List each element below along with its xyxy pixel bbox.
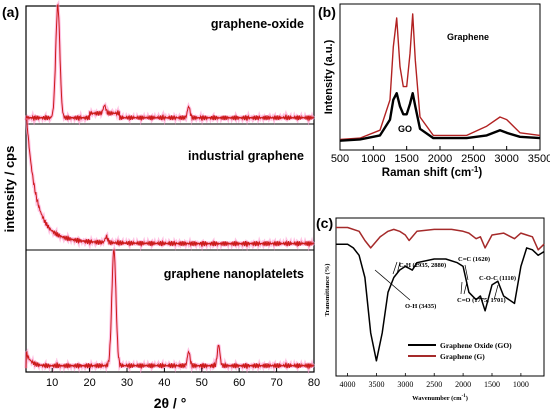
- panel-b-letter: (b): [318, 4, 336, 20]
- a-xtick-label-6: 70: [270, 377, 282, 389]
- ftir-line-0: [336, 243, 545, 362]
- oh-leader: [374, 269, 411, 301]
- xrd-line-0: [25, 3, 315, 122]
- xrd-line-1: [26, 119, 315, 248]
- b-xtick-label-3: 2000: [428, 153, 452, 165]
- raman-line-0: [339, 13, 541, 141]
- b-xtick-label-1: 1000: [361, 153, 385, 165]
- panel-c-ftir: C-H (2935, 2880) C=C (1620) C-O-C (1110)…: [324, 217, 545, 402]
- ann-cc: C=C (1620): [458, 256, 490, 263]
- a-xtick-label-0: 10: [46, 377, 58, 389]
- b-xtick-label-4: 2500: [461, 153, 485, 165]
- legend-go-label: Graphene Oxide (GO): [440, 341, 512, 350]
- co-leader-1: [460, 281, 463, 295]
- ftir-annotations: C-H (2935, 2880) C=C (1620) C-O-C (1110)…: [374, 256, 516, 310]
- panel-c-frame: [335, 217, 545, 377]
- panel-c-letter: (c): [316, 215, 333, 231]
- panel-c-x-label: Wavenumber (cm-1): [412, 394, 468, 402]
- panel-c-x-ticks: 4000 3500 3000 2500 2000 1500 1000: [340, 373, 529, 389]
- raman-label-graphene: Graphene: [447, 32, 489, 42]
- xrd-label-industrial-graphene: industrial graphene: [188, 149, 304, 163]
- raman-curves: [339, 13, 541, 142]
- c-xtick-label-5: 1500: [484, 380, 500, 389]
- a-xtick-label-2: 30: [121, 377, 133, 389]
- a-xtick-label-1: 20: [83, 377, 95, 389]
- a-xtick-label-4: 50: [196, 377, 208, 389]
- xrd-curves: [24, 0, 315, 375]
- panel-a-x-label: 2θ / °: [154, 395, 187, 411]
- ch-leader-2: [396, 261, 401, 275]
- c-xtick-label-0: 4000: [340, 380, 356, 389]
- xrd-label-graphene-oxide: graphene-oxide: [211, 17, 304, 31]
- c-xtick-label-6: 1000: [513, 380, 529, 389]
- c-xtick-label-1: 3500: [368, 380, 384, 389]
- ann-coc: C-O-C (1110): [479, 275, 516, 282]
- raman-label-go: GO: [398, 124, 412, 134]
- raman-line-1: [339, 92, 541, 142]
- b-xtick-label-6: 3500: [528, 153, 550, 165]
- panel-a-x-ticks: 10 20 30 40 50 60 70 80: [46, 368, 320, 389]
- panel-a-y-label: intensity / cps: [2, 146, 17, 233]
- a-xtick-label-7: 80: [308, 377, 320, 389]
- panel-b-frame: [339, 3, 541, 151]
- a-xtick-label-5: 60: [233, 377, 245, 389]
- c-xtick-label-4: 2000: [455, 380, 471, 389]
- ann-co: C=O (1775, 1701): [457, 297, 506, 304]
- c-xtick-label-3: 2500: [426, 380, 442, 389]
- ann-oh: O-H (3435): [405, 303, 436, 310]
- coc-leader: [493, 284, 499, 301]
- ftir-line-1: [336, 226, 545, 251]
- xrd-line-2: [25, 248, 315, 370]
- panel-a-xrd: graphene-oxide industrial graphene graph…: [2, 0, 320, 411]
- ann-ch: C-H (2935, 2880): [399, 262, 446, 269]
- panel-c-y-label: Transmittance (%): [324, 264, 331, 317]
- panel-a-letter: (a): [2, 4, 19, 20]
- xrd-label-graphene-nanoplatelets: graphene nanoplatelets: [164, 267, 304, 281]
- b-xtick-label-2: 1500: [394, 153, 418, 165]
- ftir-legend: Graphene Oxide (GO) Graphene (G): [408, 341, 512, 361]
- c-xtick-label-2: 3000: [397, 380, 413, 389]
- a-xtick-label-3: 40: [158, 377, 170, 389]
- panel-b-x-label: Raman shift (cm-1): [382, 165, 483, 179]
- panel-b-raman: Graphene GO 500 1000 1500 2000 2500 3000 3500 …: [323, 3, 550, 179]
- legend-g-label: Graphene (G): [440, 352, 485, 361]
- panel-b-x-ticks: 500 1000 1500 2000 2500 3000 3500: [331, 146, 550, 165]
- ch-leader-1: [392, 261, 398, 275]
- xrd-halo-1: [25, 118, 315, 252]
- ftir-curves: [336, 226, 545, 362]
- b-xtick-label-5: 3000: [494, 153, 518, 165]
- panel-a-frame: [25, 5, 315, 373]
- co-leader-2: [463, 281, 468, 295]
- panel-b-y-label: Intensity (a.u.): [323, 39, 335, 114]
- b-xtick-label-0: 500: [331, 153, 349, 165]
- cc-leader: [464, 264, 469, 281]
